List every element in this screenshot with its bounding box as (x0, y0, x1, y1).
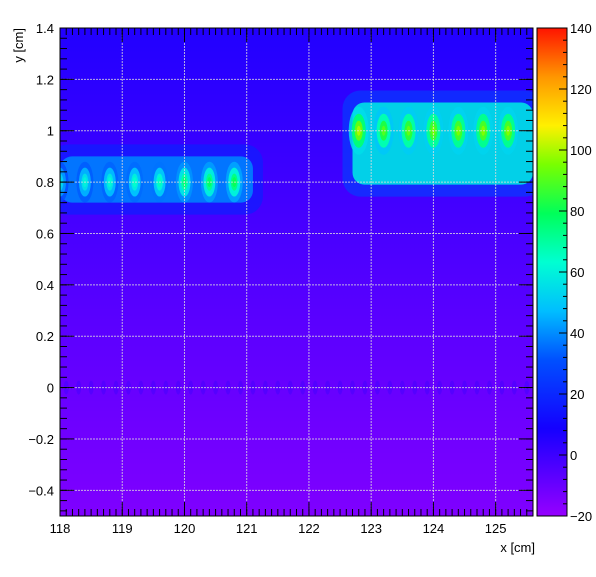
y-tick-label: 0.2 (36, 329, 54, 344)
hotspot (373, 106, 394, 155)
grid-lines (60, 28, 533, 516)
hotspot (200, 161, 218, 203)
x-tick-label: 119 (112, 521, 133, 536)
colorbar-tick-label: 80 (570, 204, 584, 219)
colorbar-tick-label: 0 (570, 448, 577, 463)
hotspot-core (381, 125, 386, 136)
y-tick-label: 1.2 (36, 72, 54, 87)
y-tick-label: 1 (47, 124, 54, 139)
x-tick-label: 123 (360, 521, 382, 536)
faint-cell (125, 380, 131, 395)
axes-frame: 118 119 120 121 122 123 124 125 −0.4 −0.2 0 0.2 0.4 0… (28, 21, 534, 536)
faint-cell (200, 380, 206, 395)
colorbar-tick-label: 20 (570, 387, 584, 402)
axis-labels: x [cm] y [cm] (11, 28, 535, 555)
y-tick-label: 0.8 (36, 175, 54, 190)
x-tick-label: 118 (50, 521, 71, 536)
y-tick-label: 0.4 (36, 278, 54, 293)
y-tick-label: 0 (47, 381, 54, 396)
hotspot (126, 161, 144, 203)
faint-cell (138, 380, 144, 395)
hotspot-core (456, 125, 461, 136)
x-tick-label: 121 (236, 521, 258, 536)
faint-cell (387, 380, 393, 395)
faint-cell (113, 380, 119, 395)
x-tick-label: 122 (298, 521, 320, 536)
faint-cell (213, 380, 219, 395)
colorbar-tick-label: 100 (570, 143, 592, 158)
colorbar-tick-label: 140 (570, 21, 592, 36)
colorbar-tick-label: 120 (570, 82, 592, 97)
faint-cell (474, 380, 480, 395)
y-tick-label: 1.4 (36, 21, 54, 36)
y-tick-label: −0.4 (28, 483, 54, 498)
faint-cell (449, 380, 455, 395)
colorbar-tick-label: 60 (570, 265, 584, 280)
colorbar: −20 0 20 40 60 80 100 120 140 (536, 21, 592, 524)
faint-cell (287, 380, 293, 395)
colorbar-tick-label: 40 (570, 326, 584, 341)
y-axis-label: y [cm] (11, 28, 26, 63)
heatmap-area (60, 28, 533, 516)
hotspot-core (132, 177, 137, 188)
faint-cell (462, 380, 468, 395)
x-tick-label: 120 (174, 521, 196, 536)
y-tick-label: 0.6 (36, 226, 54, 241)
x-tick-label: 124 (423, 521, 445, 536)
x-axis-label: x [cm] (500, 540, 535, 555)
hotspot-core (207, 177, 212, 188)
colorbar-tick-label: −20 (570, 509, 592, 524)
y-tick-label: −0.2 (28, 432, 54, 447)
faint-cell (300, 380, 306, 395)
hotspot (448, 106, 469, 155)
faint-cell (374, 380, 380, 395)
x-tick-label: 125 (485, 521, 507, 536)
